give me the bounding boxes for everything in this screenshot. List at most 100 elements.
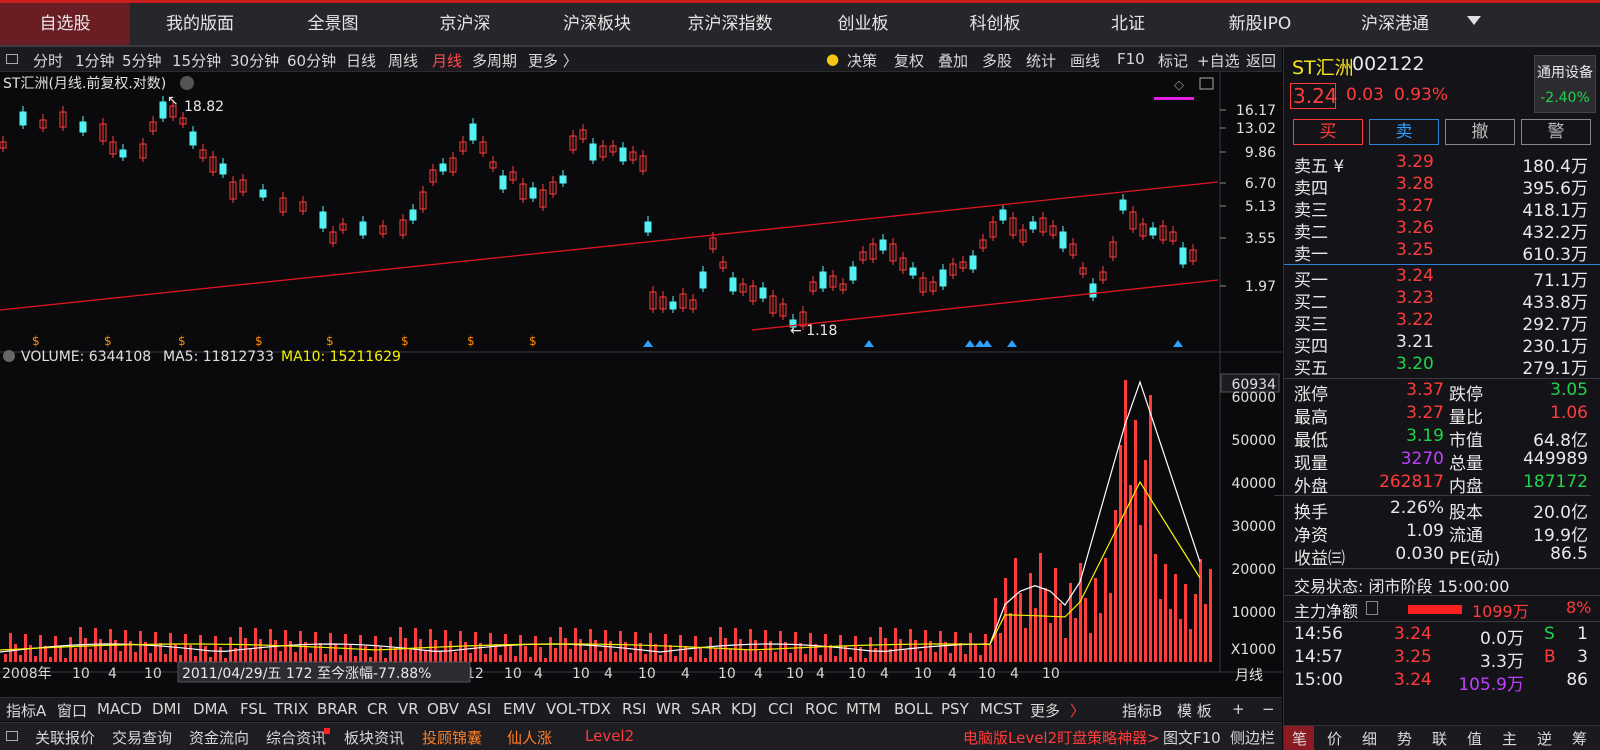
panel-toggle-icon[interactable] xyxy=(6,54,18,64)
period-weekly[interactable]: 周线 xyxy=(388,52,419,70)
indicator-b[interactable]: 指标B xyxy=(1122,702,1163,720)
tab-detail[interactable]: 细 xyxy=(1362,730,1378,748)
level2-promo-link[interactable]: 电脑版Level2盯盘策略神器> xyxy=(963,729,1160,747)
tab-main[interactable]: 主 xyxy=(1502,730,1518,748)
info-icon[interactable] xyxy=(1366,601,1378,615)
tab-trades[interactable]: 笔 xyxy=(1292,730,1308,748)
channel-lower-line[interactable] xyxy=(751,279,1219,331)
tab-link[interactable]: 联 xyxy=(1432,730,1448,748)
indicator-mcst[interactable]: MCST xyxy=(980,700,1023,718)
nav-tab-panorama[interactable]: 全景图 xyxy=(307,14,359,34)
nav-tab-index[interactable]: 京沪深指数 xyxy=(687,14,773,34)
kline-chart-svg[interactable]: $ $ $ $ $ $ $ $ ST汇洲(月线.前复权.对数) 18.82 ↖ ← 1.18 … xyxy=(0,72,1282,690)
indicator-boll[interactable]: BOLL xyxy=(894,700,933,718)
cancel-order-button[interactable]: 撤 xyxy=(1445,119,1515,145)
indicator-wr[interactable]: WR xyxy=(656,700,682,718)
add-indicator-button[interactable]: + xyxy=(1232,700,1245,718)
indicator-brar[interactable]: BRAR xyxy=(317,700,358,718)
indicator-cr[interactable]: CR xyxy=(367,700,388,718)
indicator-sar[interactable]: SAR xyxy=(691,700,722,718)
remove-indicator-button[interactable]: − xyxy=(1262,700,1275,718)
news-tab[interactable]: 综合资讯 xyxy=(266,729,327,747)
chevron-down-icon[interactable] xyxy=(180,76,194,90)
chevron-down-icon[interactable] xyxy=(1467,16,1481,25)
panel-toggle-icon[interactable] xyxy=(6,731,18,741)
tab-value[interactable]: 值 xyxy=(1467,730,1483,748)
indicator-roc[interactable]: ROC xyxy=(805,700,838,718)
indicator-psy[interactable]: PSY xyxy=(941,700,969,718)
indicator-fsl[interactable]: FSL xyxy=(240,700,267,718)
sidebar-button[interactable]: 侧边栏 xyxy=(1230,729,1276,747)
nav-tab-connect[interactable]: 沪深港通 xyxy=(1361,14,1429,34)
f10-text-button[interactable]: 图文F10 xyxy=(1163,729,1221,747)
tab-price[interactable]: 价 xyxy=(1327,730,1343,748)
tab-trend[interactable]: 势 xyxy=(1397,730,1413,748)
tab-reverse[interactable]: 逆 xyxy=(1537,730,1553,748)
period-intraday[interactable]: 分时 xyxy=(33,52,64,70)
channel-upper-line[interactable] xyxy=(0,181,1219,311)
sector-news-tab[interactable]: 板块资讯 xyxy=(344,729,405,747)
period-daily[interactable]: 日线 xyxy=(346,52,377,70)
indicator-emv[interactable]: EMV xyxy=(503,700,536,718)
diamond-icon[interactable]: ◇ xyxy=(1174,78,1184,93)
related-quotes-tab[interactable]: 关联报价 xyxy=(35,729,96,747)
tool-back[interactable]: 返回 xyxy=(1246,52,1277,70)
indicator-dma[interactable]: DMA xyxy=(193,700,228,718)
period-multi[interactable]: 多周期 xyxy=(472,52,518,70)
nav-tab-sector[interactable]: 沪深板块 xyxy=(563,14,631,34)
tool-adjust[interactable]: 复权 xyxy=(894,52,925,70)
level2-tab[interactable]: Level2 xyxy=(585,727,635,745)
tool-overlay[interactable]: 叠加 xyxy=(938,52,969,70)
indicator-cci[interactable]: CCI xyxy=(768,700,794,718)
tool-add-watch[interactable]: +自选 xyxy=(1197,52,1240,70)
nav-tab-watchlist[interactable]: 自选股 xyxy=(0,3,130,45)
period-60min[interactable]: 60分钟 xyxy=(287,52,337,70)
indicator-a[interactable]: 指标A xyxy=(6,702,47,720)
indicator-kdj[interactable]: KDJ xyxy=(731,700,757,718)
nav-tab-jhs[interactable]: 京沪深 xyxy=(439,14,491,34)
indicator-trix[interactable]: TRIX xyxy=(274,700,309,718)
indicator-vol-tdx[interactable]: VOL-TDX xyxy=(546,700,611,718)
kline-chart-area[interactable]: $ $ $ $ $ $ $ $ ST汇洲(月线.前复权.对数) 18.82 ↖ ← 1.18 … xyxy=(0,72,1282,690)
nav-tab-my-layout[interactable]: 我的版面 xyxy=(166,14,234,34)
indicator-dmi[interactable]: DMI xyxy=(152,700,181,718)
indicator-more[interactable]: 更多 xyxy=(1030,702,1061,720)
period-30min[interactable]: 30分钟 xyxy=(230,52,280,70)
tool-draw[interactable]: 画线 xyxy=(1070,52,1101,70)
xianrenzhang-tab[interactable]: 仙人涨 xyxy=(507,729,553,747)
industry-box[interactable]: 通用设备 -2.40% xyxy=(1534,55,1596,113)
indicator-obv[interactable]: OBV xyxy=(427,700,459,718)
tab-chips[interactable]: 筹 xyxy=(1572,730,1588,748)
period-1min[interactable]: 1分钟 xyxy=(75,52,115,70)
indicator-rsi[interactable]: RSI xyxy=(622,700,647,718)
tool-stats[interactable]: 统计 xyxy=(1026,52,1057,70)
alert-button[interactable]: 警 xyxy=(1521,119,1591,145)
indicator-window[interactable]: 窗口 xyxy=(57,702,88,720)
indicator-mtm[interactable]: MTM xyxy=(846,700,882,718)
panel-icon[interactable] xyxy=(1199,77,1214,90)
indicator-next[interactable]: 〉 xyxy=(1070,702,1086,720)
sell-button[interactable]: 卖 xyxy=(1369,119,1439,145)
nav-tab-chinext[interactable]: 创业板 xyxy=(837,14,889,34)
indicator-vr[interactable]: VR xyxy=(398,700,419,718)
period-more[interactable]: 更多 〉 xyxy=(528,52,578,70)
tool-f10[interactable]: F10 xyxy=(1117,50,1145,68)
trade-query-tab[interactable]: 交易查询 xyxy=(112,729,173,747)
period-monthly[interactable]: 月线 xyxy=(432,52,463,70)
period-15min[interactable]: 15分钟 xyxy=(172,52,222,70)
period-5min[interactable]: 5分钟 xyxy=(122,52,162,70)
price-tick-label: 6.70 xyxy=(1245,176,1276,192)
capital-flow-tab[interactable]: 资金流向 xyxy=(189,729,250,747)
nav-tab-ipo[interactable]: 新股IPO xyxy=(1228,14,1292,34)
advisor-tab[interactable]: 投顾锦囊 xyxy=(422,729,483,747)
nav-tab-star[interactable]: 科创板 xyxy=(969,14,1021,34)
tool-multi-stock[interactable]: 多股 xyxy=(982,52,1013,70)
indicator-macd[interactable]: MACD xyxy=(97,700,142,718)
buy-button[interactable]: 买 xyxy=(1293,119,1363,145)
template-button[interactable]: 模 板 xyxy=(1177,702,1212,720)
nav-tab-bse[interactable]: 北证 xyxy=(1111,14,1145,34)
indicator-asi[interactable]: ASI xyxy=(467,700,492,718)
tool-decision[interactable]: 决策 xyxy=(847,52,878,70)
tool-mark[interactable]: 标记 xyxy=(1158,52,1189,70)
chevron-down-icon[interactable] xyxy=(3,350,15,362)
